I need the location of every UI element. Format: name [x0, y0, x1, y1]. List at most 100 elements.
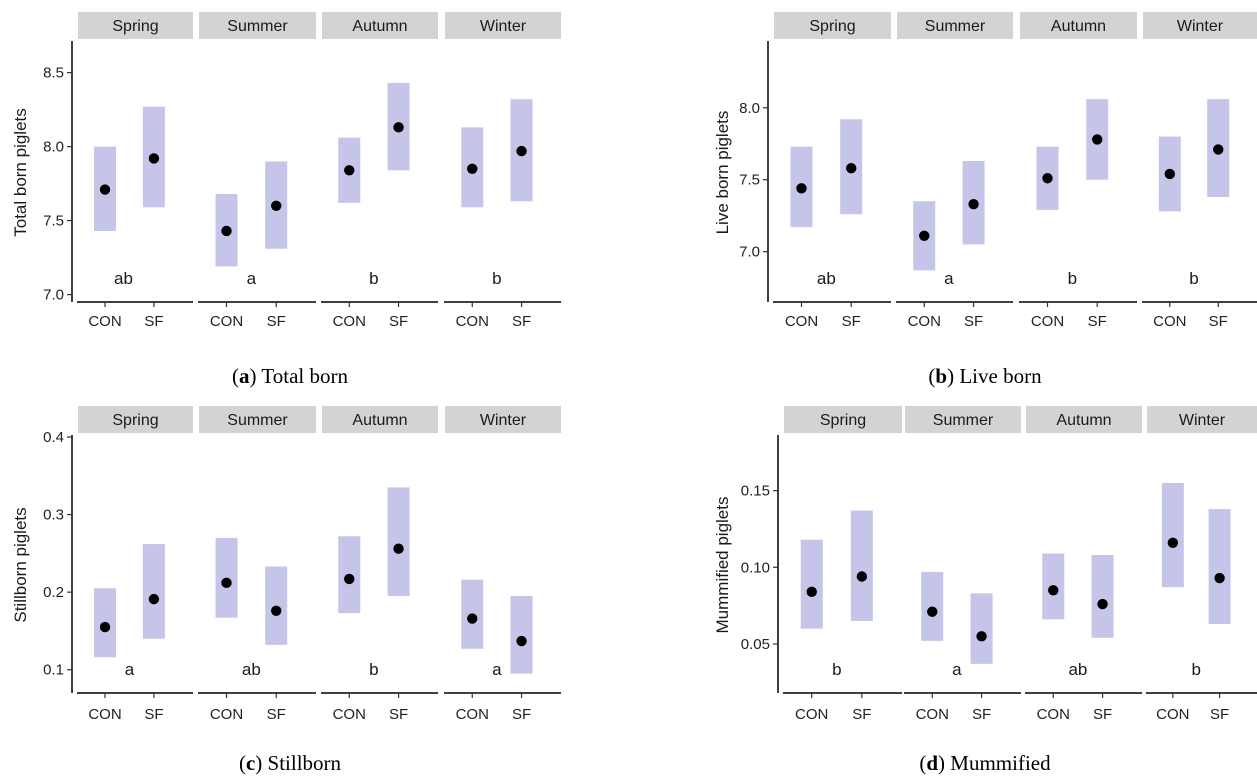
x-tick-label: SF: [512, 313, 531, 330]
facet-autumn: Autumn CON SF b: [321, 12, 438, 330]
x-tick-label: SF: [389, 706, 408, 723]
y-axis-title: Total born piglets: [11, 108, 30, 237]
group-letter: b: [492, 269, 501, 288]
y-axis-title: Stillborn piglets: [11, 507, 30, 622]
mean-point: [467, 613, 478, 624]
facet-strip: [905, 406, 1021, 433]
mean-point: [271, 200, 282, 211]
facet-strip: [445, 12, 561, 39]
group-letter: b: [369, 269, 378, 288]
mean-point: [221, 577, 232, 589]
facet-strip: [897, 12, 1013, 39]
facet-strip: [1026, 406, 1142, 433]
confidence-band: [510, 596, 533, 674]
facet-strip-label: Autumn: [352, 18, 407, 35]
group-letter: ab: [1068, 660, 1087, 679]
y-tick-label: 8.0: [43, 139, 64, 156]
x-tick-label: SF: [267, 706, 286, 723]
y-tick-label: 0.3: [43, 507, 64, 524]
facet-strip-label: Winter: [1179, 412, 1226, 429]
x-tick-label: CON: [333, 706, 366, 723]
group-letter: a: [247, 269, 257, 288]
facet-strip: [1020, 12, 1137, 39]
mean-point: [1214, 572, 1225, 584]
confidence-band: [800, 539, 823, 629]
mean-point: [221, 225, 232, 237]
y-axis-title: Live born piglets: [713, 111, 732, 235]
mean-point: [344, 165, 355, 176]
x-tick-label: CON: [1031, 313, 1064, 330]
x-tick-label: CON: [908, 313, 941, 330]
facet-strip-label: Spring: [112, 412, 158, 429]
mean-point: [846, 162, 857, 174]
facet-strip-label: Summer: [227, 412, 288, 429]
confidence-band: [1208, 509, 1231, 625]
facet-autumn: Autumn CON SF ab: [1025, 406, 1142, 723]
group-letter: a: [944, 269, 954, 288]
facet-strip-label: Autumn: [352, 412, 407, 429]
x-tick-label: CON: [1156, 706, 1189, 723]
mean-point: [344, 573, 355, 585]
mean-point: [467, 163, 478, 174]
facet-winter: Winter CON SF b: [1146, 406, 1257, 723]
mean-point: [99, 621, 111, 633]
y-tick-label: 8.5: [43, 65, 64, 82]
y-tick-label: 8.0: [739, 100, 760, 117]
mean-point: [1167, 537, 1179, 548]
y-tick-label: 0.15: [741, 483, 770, 500]
panel-caption: (d) Mummified: [919, 751, 1051, 775]
x-tick-label: CON: [916, 706, 949, 723]
x-tick-label: SF: [1210, 706, 1229, 723]
y-tick-label: 7.5: [739, 172, 760, 189]
facet-winter: Winter CON SF a: [444, 406, 561, 723]
group-letter: b: [1189, 269, 1198, 288]
y-tick-label: 7.0: [43, 287, 64, 304]
y-axis-title: Mummified piglets: [713, 497, 732, 634]
y-tick-label: 0.10: [741, 559, 770, 576]
x-tick-label: SF: [964, 313, 983, 330]
facet-winter: Winter CON SF b: [1142, 12, 1257, 330]
x-tick-label: CON: [456, 313, 489, 330]
facet-strip: [199, 12, 316, 39]
facet-strip-label: Spring: [112, 18, 158, 35]
facet-strip: [445, 406, 561, 433]
mean-point: [796, 183, 807, 194]
facet-strip: [322, 406, 438, 433]
x-tick-label: CON: [333, 313, 366, 330]
x-tick-label: CON: [88, 313, 121, 330]
facet-strip-label: Summer: [925, 18, 986, 35]
chart-panel-d: 0.05 0.10 0.15 Mummified piglets Spring CON SF…: [713, 406, 1257, 775]
x-tick-label: CON: [785, 313, 818, 330]
x-tick-label: SF: [512, 706, 531, 723]
facet-strip: [78, 12, 193, 39]
group-letter: ab: [817, 269, 836, 288]
confidence-band: [1091, 555, 1114, 638]
group-letter: b: [1068, 269, 1077, 288]
facet-strip-label: Winter: [480, 412, 527, 429]
mean-point: [99, 184, 111, 195]
group-letter: b: [832, 660, 841, 679]
facet-spring: Spring CON SF ab: [77, 12, 193, 330]
mean-point: [1213, 144, 1224, 155]
facet-strip: [784, 406, 902, 433]
facet-spring: Spring CON SF b: [783, 406, 902, 723]
facet-strip: [78, 406, 193, 433]
facet-summer: Summer CON SF a: [198, 12, 316, 330]
mean-point: [968, 198, 979, 210]
facet-strip: [1143, 12, 1257, 39]
x-tick-label: CON: [88, 706, 121, 723]
facet-strip: [774, 12, 891, 39]
facet-winter: Winter CON SF b: [444, 12, 561, 330]
mean-point: [393, 122, 404, 133]
facet-spring: Spring CON SF ab: [773, 12, 891, 330]
panel-caption: (c) Stillborn: [239, 751, 342, 775]
facet-autumn: Autumn CON SF b: [1019, 12, 1137, 330]
x-tick-label: SF: [972, 706, 991, 723]
mean-point: [927, 606, 938, 617]
x-tick-label: CON: [795, 706, 828, 723]
mean-point: [1042, 173, 1053, 184]
x-tick-label: SF: [842, 313, 861, 330]
mean-point: [1048, 585, 1059, 596]
mean-point: [516, 145, 527, 157]
group-letter: b: [369, 660, 378, 679]
